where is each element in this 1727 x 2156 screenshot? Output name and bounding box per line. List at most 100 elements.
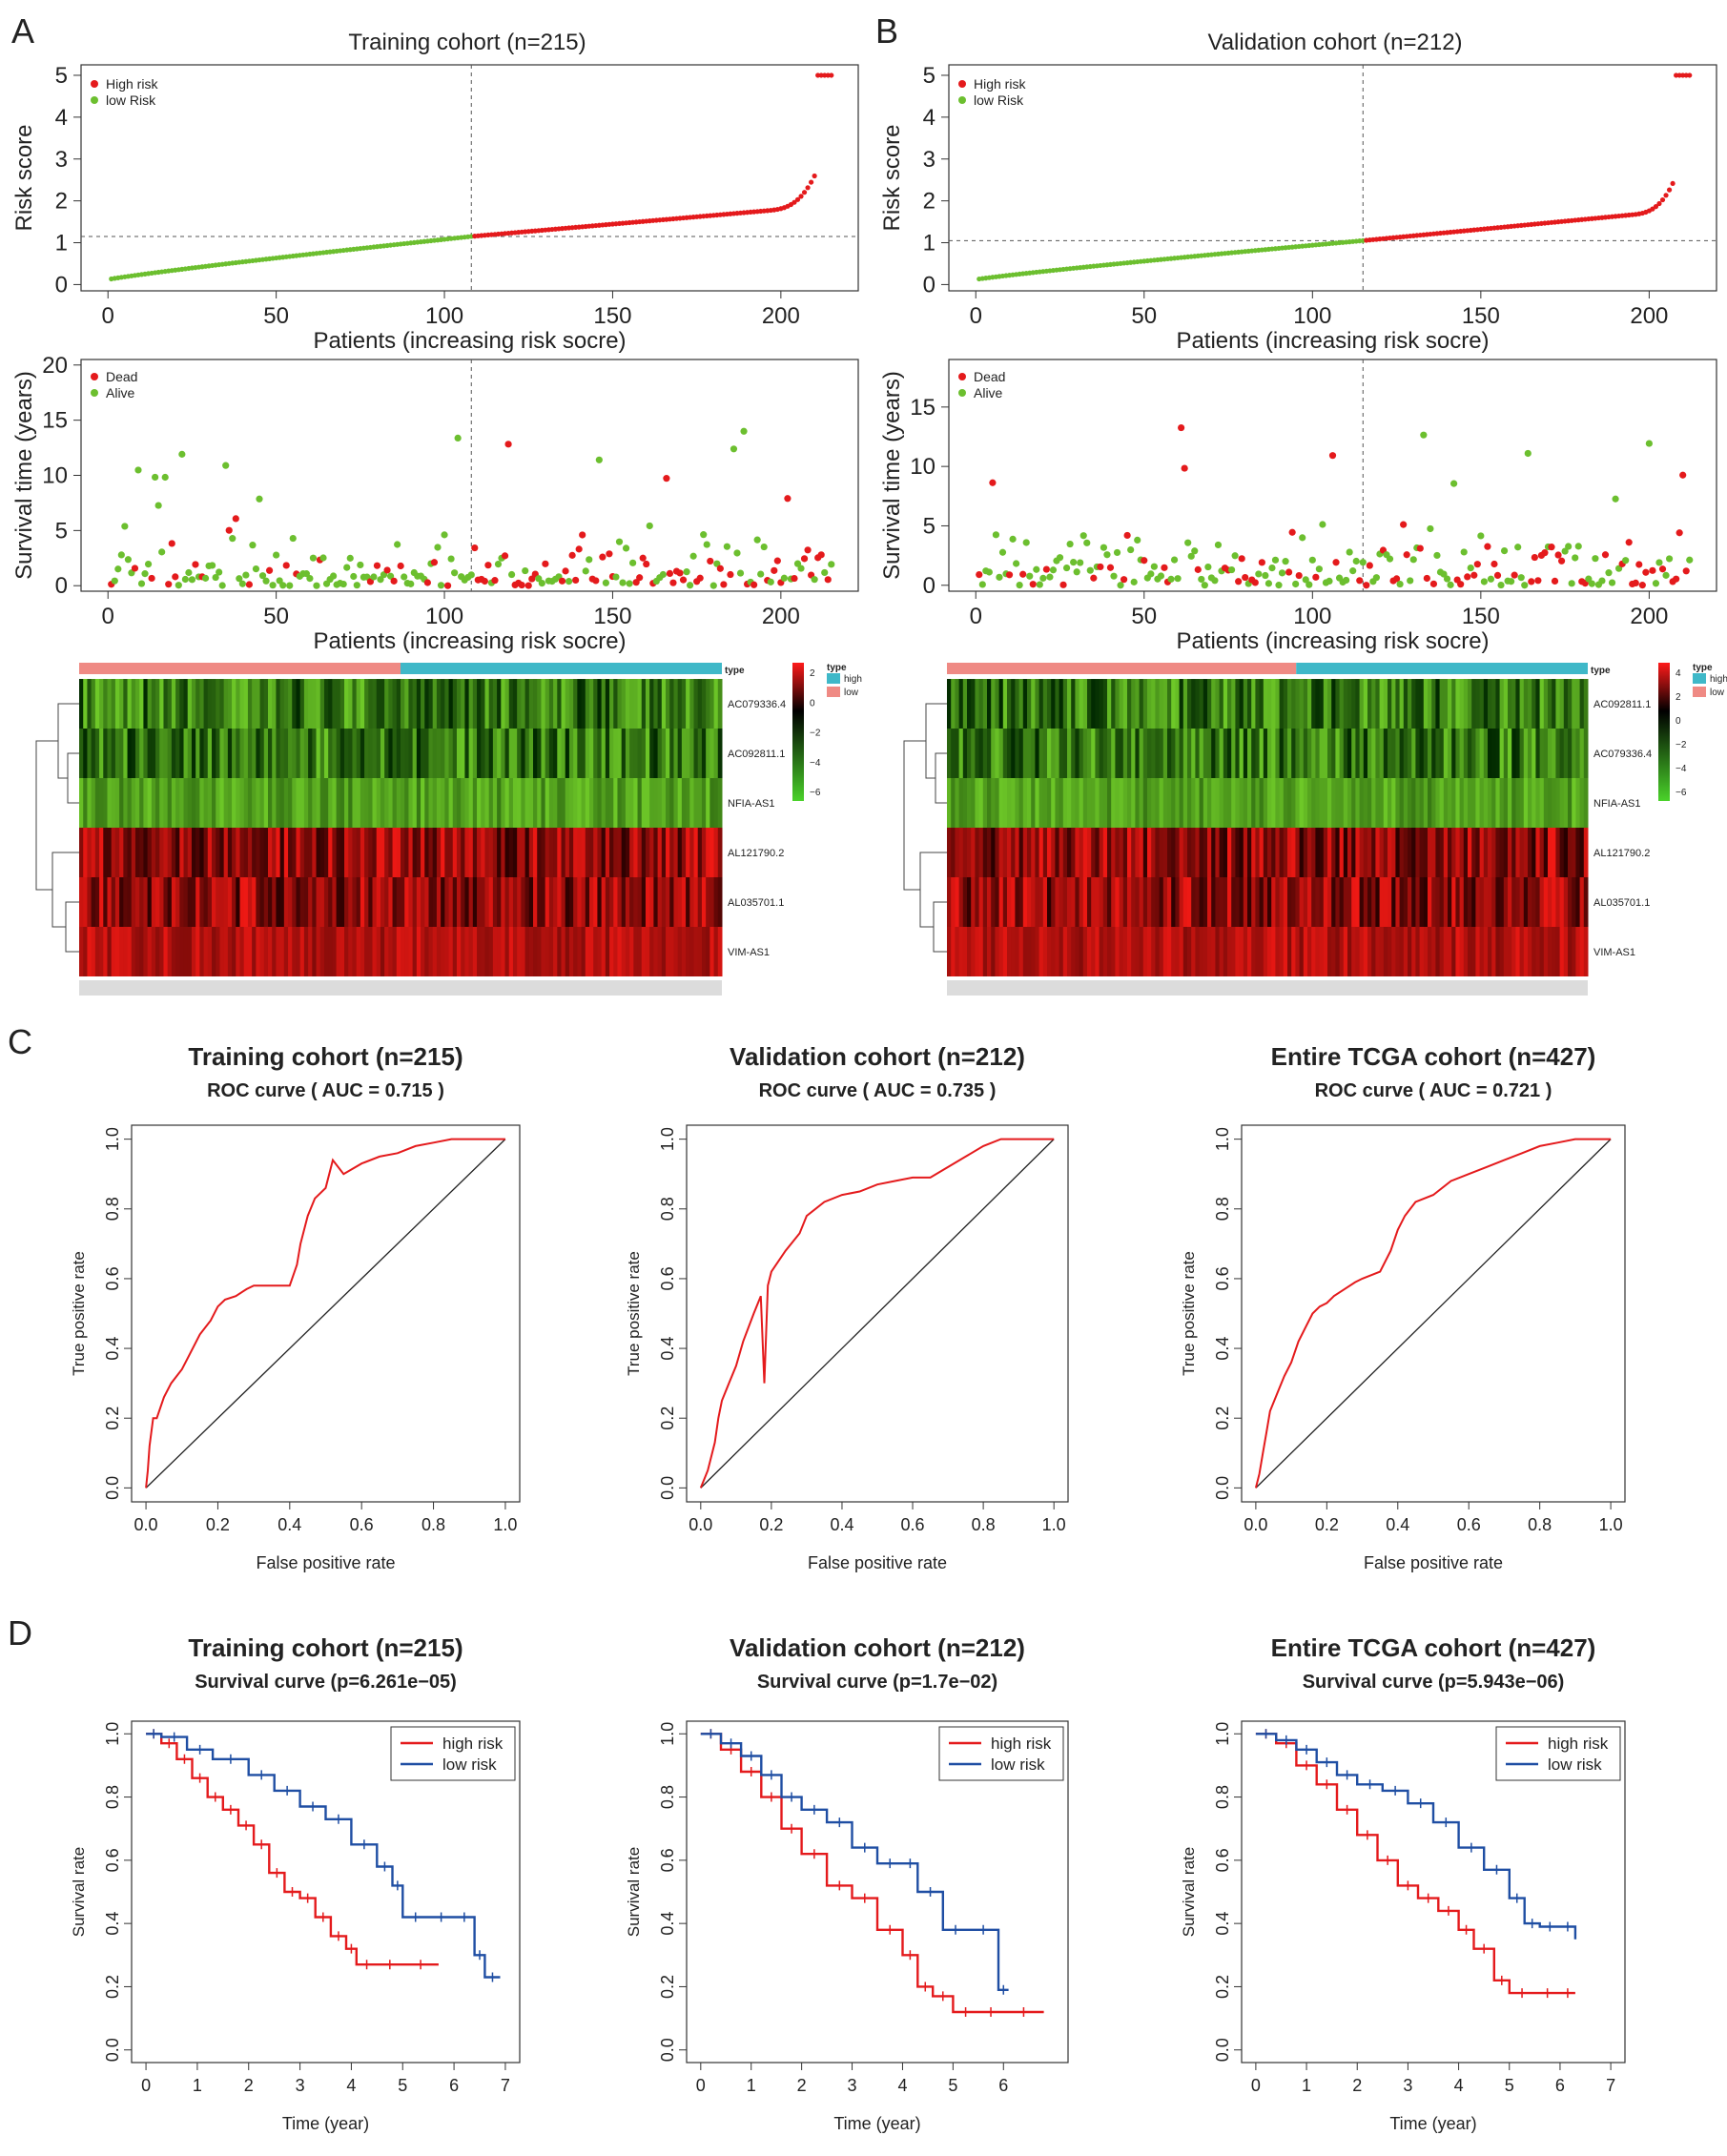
roc-chart-3-roc-line <box>1254 1138 1612 1489</box>
heat-cell <box>147 828 153 877</box>
km-chart-1-km-censor-mark <box>487 1972 498 1982</box>
heat-cell <box>593 778 598 828</box>
risk-panel-a-surv-point <box>117 551 125 559</box>
heat-cell <box>448 927 454 976</box>
roc-chart-3-title: Entire TCGA cohort (n=427) <box>1271 1042 1596 1071</box>
heat-cell <box>1495 729 1501 778</box>
heat-cell <box>175 778 180 828</box>
heat-cell <box>1035 679 1040 729</box>
heat-cell <box>421 679 425 729</box>
heat-cell <box>1142 778 1148 828</box>
heat-cell <box>1568 679 1573 729</box>
km-chart-2-ytick-label: 0.0 <box>658 2038 677 2062</box>
risk-panel-b-surv-xtick-label: 0 <box>970 604 982 629</box>
heat-cell <box>1062 927 1068 976</box>
heat-cell <box>641 729 647 778</box>
heat-cell <box>713 729 719 778</box>
heat-cell <box>971 927 976 976</box>
heat-cell <box>561 679 566 729</box>
heat-cell <box>1107 927 1112 976</box>
risk-panel-b-surv-point <box>1551 577 1559 585</box>
heat-cell <box>1239 877 1244 927</box>
risk-panel-a-surv-point <box>178 450 186 458</box>
km-chart-3-km-censor-mark <box>1466 1842 1476 1853</box>
risk-panel-b-surv-point <box>1477 532 1485 540</box>
risk-panel-a-surv-point <box>595 456 603 463</box>
heat-cell <box>143 679 149 729</box>
risk-panel-b-surv-point <box>1433 551 1441 560</box>
heat-cell <box>1323 679 1328 729</box>
heat-cell <box>1159 679 1164 729</box>
risk-panel-a-surv-point <box>188 576 196 584</box>
risk-panel-b-surv-point <box>1127 545 1135 554</box>
heat-cell <box>232 877 236 927</box>
heat-cell <box>1343 877 1348 927</box>
heat-cell <box>1363 729 1368 778</box>
km-chart-3-xtick-label: 1 <box>1302 2076 1311 2095</box>
km-chart-3-km-censor-mark <box>1479 1943 1490 1954</box>
heat-cell <box>456 927 462 976</box>
heat-cell <box>492 877 498 927</box>
risk-panel-a-surv-point <box>131 565 139 572</box>
heat-cell <box>1227 729 1232 778</box>
heat-cell <box>1219 679 1224 729</box>
heat-cell <box>1367 679 1372 729</box>
heat-cell <box>629 778 634 828</box>
heat-cell <box>1555 778 1561 828</box>
heat-cell <box>279 729 285 778</box>
heat-cell <box>139 729 144 778</box>
heat-cell <box>392 778 398 828</box>
heat-cell <box>1042 927 1048 976</box>
heat-cell <box>143 927 149 976</box>
heat-cell <box>1259 877 1264 927</box>
risk-panel-b-surv-point <box>1211 577 1219 585</box>
heat-cell <box>557 778 562 828</box>
heat-cell <box>356 729 361 778</box>
heat-cell <box>408 828 414 877</box>
heat-cell <box>1331 679 1336 729</box>
heat-cell <box>1532 778 1536 828</box>
risk-panel-b-surv-point <box>1016 581 1023 589</box>
heat-cell <box>1171 729 1176 778</box>
risk-panel-b-surv-point <box>1487 575 1495 583</box>
risk-panel-a-surv-point <box>357 561 364 569</box>
risk-panel-a-surv-point <box>242 571 250 579</box>
heat-cell <box>681 729 687 778</box>
km-chart-3-km-censor-mark <box>1542 1988 1552 1999</box>
risk-panel-a-surv-point <box>346 554 354 562</box>
heat-cell <box>629 679 634 729</box>
heat-cell <box>167 828 173 877</box>
heat-cell <box>1271 927 1276 976</box>
heat-cell <box>134 877 140 927</box>
heat-cell <box>528 927 534 976</box>
risk-panel-b-surv-point <box>1079 532 1087 540</box>
km-chart-2-km-censor-mark <box>1018 2006 1029 2017</box>
risk-panel-b-surv-frame <box>948 359 1717 592</box>
risk-panel-a-surv-point <box>383 566 391 574</box>
heat-cell <box>1475 729 1481 778</box>
heat-cell <box>239 828 245 877</box>
heat-cell <box>212 729 216 778</box>
heat-cell <box>958 679 964 729</box>
risk-panel-b-surv-point <box>1554 551 1562 559</box>
risk-panel-b-surv-point <box>1120 576 1128 584</box>
heat-cell <box>1528 778 1532 828</box>
heat-cell <box>998 877 1004 927</box>
heat-cell <box>292 729 297 778</box>
heat-cell <box>1075 729 1080 778</box>
heat-cell <box>1579 927 1585 976</box>
heat-cell <box>1535 927 1541 976</box>
heat-cell <box>1287 778 1292 828</box>
km-chart-1-legend-label: high risk <box>442 1735 504 1753</box>
heat-cell <box>1042 828 1048 877</box>
heat-cell <box>171 729 176 778</box>
heat-cell <box>1079 927 1084 976</box>
heat-cell <box>1239 729 1244 778</box>
heat-cell <box>243 729 249 778</box>
km-chart-3-km-censor-mark <box>1441 1817 1451 1828</box>
heat-cell <box>83 828 88 877</box>
heat-cell <box>1528 729 1532 778</box>
heat-cell <box>1479 778 1485 828</box>
heat-cell <box>541 927 546 976</box>
